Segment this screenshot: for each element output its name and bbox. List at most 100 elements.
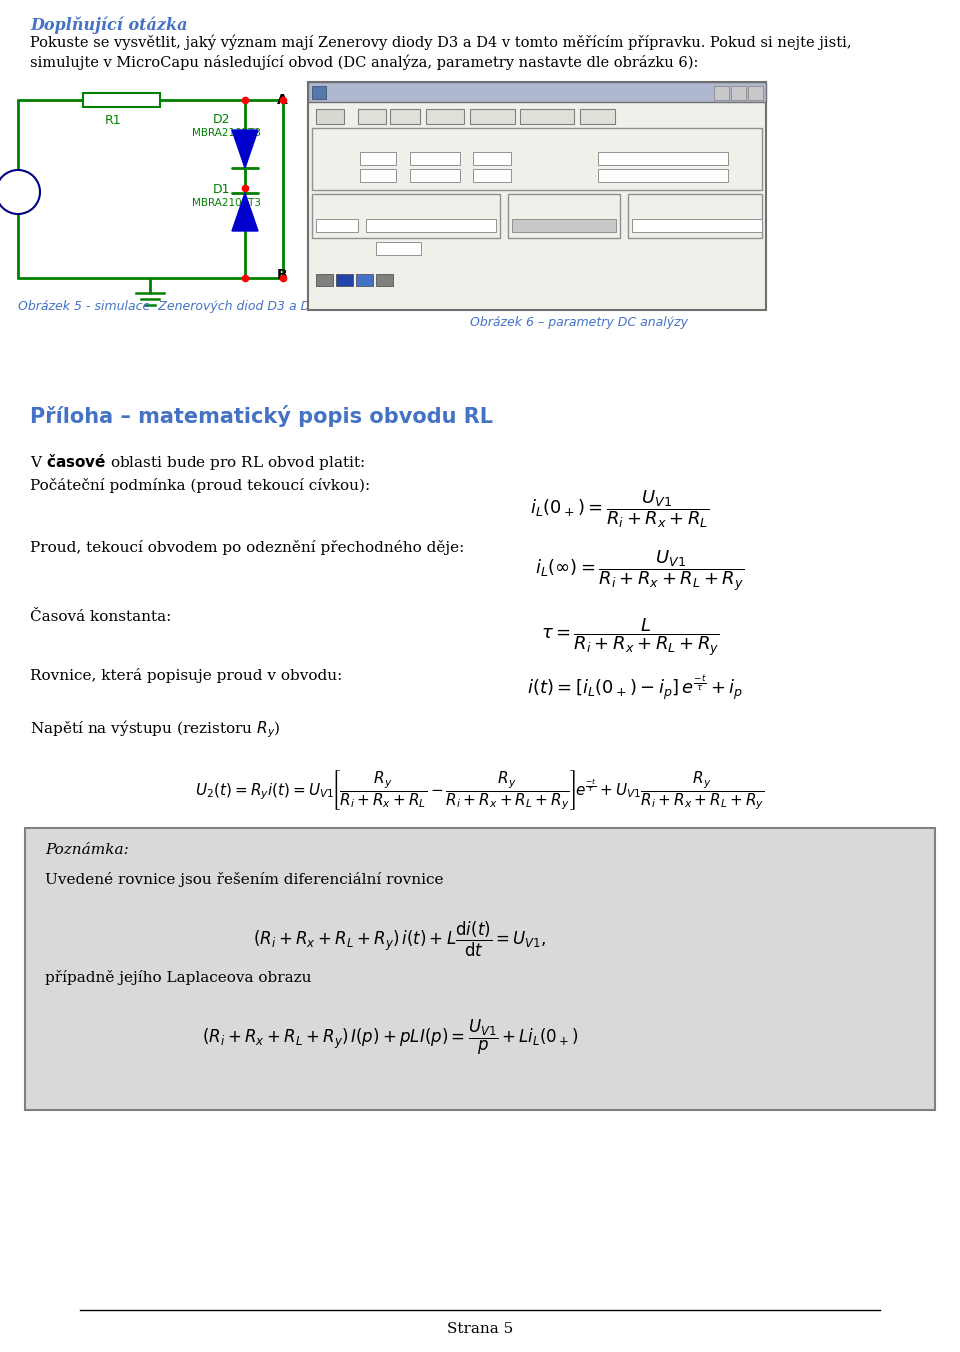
Text: případně jejího Laplaceova obrazu: případně jejího Laplaceova obrazu [45,969,311,986]
Bar [308,82,766,310]
Bar [312,87,326,99]
Text: Obrázek 5 - simulace  Zenerových diod D3 a D4: Obrázek 5 - simulace Zenerových diod D3 … [18,300,319,314]
Text: V1: V1 [2,187,18,199]
Text: ▾: ▾ [476,151,500,161]
Text: +: + [11,177,23,191]
Text: V1     ▾: V1 ▾ [413,151,444,161]
Text: B: B [277,268,288,283]
Text: Příloha – matematický popis obvodu RL: Příloha – matematický popis obvodu RL [30,406,493,427]
Text: Normal ▾: Normal ▾ [378,242,419,251]
Text: X Expression: X Expression [432,258,494,268]
Text: Časová konstanta:: Časová konstanta: [30,610,172,625]
Text: >: > [750,258,758,268]
Text: 150: 150 [100,92,124,105]
Text: □: □ [733,87,743,96]
Text: Y Expression: Y Expression [515,258,577,268]
Text: Pokuste se vysvětlit, jaký význam mají Zenerovy diody D3 a D4 v tomto měřícím př: Pokuste se vysvětlit, jaký význam mají Z… [30,35,852,50]
Text: None  ▾: None ▾ [363,169,396,178]
Text: 1: 1 [380,273,386,283]
Text: $i_L(0_+) = \dfrac{U_{V1}}{R_i + R_x + R_L}$: $i_L(0_+) = \dfrac{U_{V1}}{R_i + R_x + R… [530,488,709,530]
Text: Strana 5: Strana 5 [446,1322,514,1336]
Text: Obrázek 6 – parametry DC analýzy: Obrázek 6 – parametry DC analýzy [470,316,688,329]
Bar [426,110,464,124]
Text: Run: Run [321,110,340,119]
Text: Method: Method [353,141,392,150]
Text: ☐ Auto Scale Ranges: ☐ Auto Scale Ranges [430,242,533,251]
Bar [312,128,762,191]
Text: Maximum Change %: Maximum Change % [632,196,733,206]
Bar [356,274,373,287]
Text: X Range: X Range [617,258,659,268]
Bar [598,169,728,183]
Bar [512,219,616,233]
Text: D2: D2 [213,114,230,126]
Text: Properties...: Properties... [517,110,576,119]
Text: Variable 2: Variable 2 [316,169,369,178]
Text: 5: 5 [636,219,642,228]
Text: Add: Add [363,110,381,119]
Text: Help...: Help... [582,110,612,119]
Bar [360,169,396,183]
Text: $i_L(\infty) = \dfrac{U_{V1}}{R_i + R_x + R_L + R_y}$: $i_L(\infty) = \dfrac{U_{V1}}{R_i + R_x … [536,548,745,592]
Bar [336,274,353,287]
Text: Run Options: Run Options [316,242,379,251]
Text: Doplňující otázka: Doplňující otázka [30,16,187,34]
Text: Method      Range: Method Range [316,206,407,216]
Bar [508,193,620,238]
Polygon shape [232,130,258,168]
Bar [83,93,160,107]
Bar [316,110,344,124]
Text: 15,0,3: 15,0,3 [686,273,717,283]
Text: 51: 51 [514,219,526,228]
Bar [308,82,766,101]
Bar [316,219,358,233]
Text: Poznámka:: Poznámka: [45,844,129,857]
Text: Rovnice, která popisuje proud v obvodu:: Rovnice, která popisuje proud v obvodu: [30,668,343,683]
Text: ☐ Accumulate Plots: ☐ Accumulate Plots [583,242,680,251]
Bar [376,242,421,256]
Text: Name: Name [426,141,457,150]
Bar [598,151,728,165]
Text: –: – [719,87,724,96]
Bar [410,169,460,183]
Text: $(R_i + R_x + R_L + R_y)\,i(t) + L\dfrac{\mathrm{d}i(t)}{\mathrm{d}t} = U_{V1},$: $(R_i + R_x + R_L + R_y)\,i(t) + L\dfrac… [253,919,546,959]
Bar [731,87,746,100]
Bar [473,169,511,183]
Bar [520,110,574,124]
Bar [632,219,762,233]
Text: ×: × [751,87,759,96]
Polygon shape [232,193,258,231]
Text: P: P [380,258,386,268]
Text: D1: D1 [213,183,230,196]
Text: Y Range: Y Range [693,258,733,268]
Bar [316,274,333,287]
Text: 20,0,.5: 20,0,.5 [601,151,633,161]
Text: Number of Points: Number of Points [512,196,596,206]
Text: Auto  ▾: Auto ▾ [363,151,395,161]
Bar [410,151,460,165]
Bar [25,827,935,1110]
Text: V $\mathbf{časové}$ oblasti bude pro RL obvod platit:: V $\mathbf{časové}$ oblasti bude pro RL … [30,452,365,472]
Text: Delete: Delete [389,110,421,119]
Text: $\tau = \dfrac{L}{R_i + R_x + R_L + R_y}$: $\tau = \dfrac{L}{R_i + R_x + R_L + R_y}… [540,617,719,658]
Bar [580,110,615,124]
Text: Page: Page [334,258,358,268]
Text: Expand...: Expand... [422,110,468,119]
Text: $i(t) = [i_L(0_+) - i_p]\,e^{\frac{-t}{\tau}} + i_p$: $i(t) = [i_L(0_+) - i_p]\,e^{\frac{-t}{\… [527,675,743,703]
Text: −: − [13,193,25,208]
Text: MBRA210ET3: MBRA210ET3 [192,128,261,138]
Text: $(R_i + R_x + R_L + R_y)\,I(p) + pLI(p) = \dfrac{U_{V1}}{p} + Li_L(0_+)$: $(R_i + R_x + R_L + R_y)\,I(p) + pLI(p) … [202,1018,578,1057]
Bar [358,110,386,124]
Bar [714,87,729,100]
Text: Stepping...: Stepping... [466,110,518,119]
Bar [360,151,396,165]
Text: Sweep: Sweep [318,130,355,141]
Bar [628,193,762,238]
Text: DCINPUT1: DCINPUT1 [413,273,463,283]
Text: Temperature: Temperature [316,196,382,206]
Bar [376,274,393,287]
Text: MBRA210ET3: MBRA210ET3 [192,197,261,208]
Bar [473,151,511,165]
Text: 20,0,4: 20,0,4 [608,273,638,283]
Text: Linear ▾: Linear ▾ [318,219,353,228]
